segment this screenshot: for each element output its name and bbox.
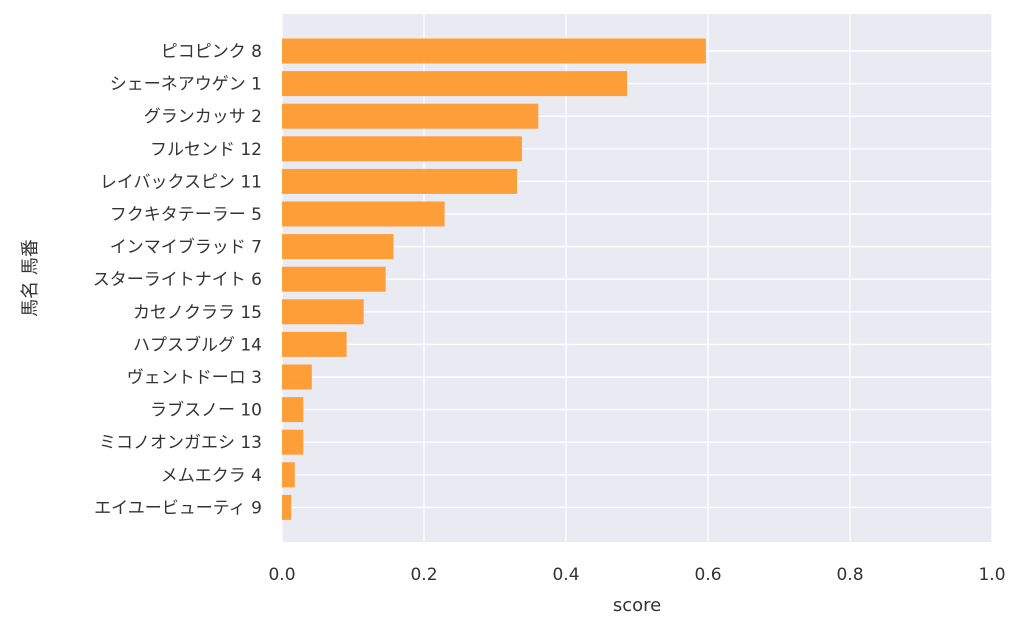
category-label: メムエクラ 4	[161, 466, 262, 486]
y-axis-title: 馬名 馬番	[20, 239, 41, 317]
bar	[282, 103, 539, 129]
x-tick-label: 0.4	[552, 565, 579, 585]
category-label: インマイブラッド 7	[110, 237, 262, 258]
bar	[282, 429, 304, 455]
bar	[282, 462, 295, 488]
bar	[282, 168, 518, 194]
bars	[282, 38, 706, 520]
category-label: エイユービューティ 9	[94, 498, 262, 518]
category-label: ピコピンク 8	[161, 42, 262, 62]
category-labels: ピコピンク 8 シェーネアウゲン 1 グランカッサ 2 フルセンド 12 レイバックスピ…	[93, 42, 262, 518]
x-tick-label: 1.0	[978, 565, 1005, 585]
category-label: カセノクララ 15	[133, 303, 262, 323]
x-tick-label: 0.2	[410, 565, 437, 585]
bar	[282, 71, 628, 97]
bar	[282, 299, 364, 325]
category-label: ミコノオンガエシ 13	[99, 433, 262, 453]
x-tick-label: 0.0	[268, 565, 295, 585]
category-label: ハプスブルグ 14	[133, 334, 262, 355]
x-tick-labels: 0.0 0.2 0.4 0.6 0.8 1.0	[268, 565, 1005, 585]
bar	[282, 234, 394, 260]
bar	[282, 201, 445, 227]
x-tick-label: 0.6	[694, 565, 721, 585]
category-label: グランカッサ 2	[144, 107, 262, 127]
bar	[282, 397, 304, 423]
category-label: ラブスノー 10	[150, 400, 262, 421]
bar	[282, 136, 522, 162]
bar	[282, 331, 347, 357]
bar	[282, 494, 292, 520]
bar	[282, 266, 386, 292]
category-label: シェーネアウゲン 1	[110, 75, 262, 95]
x-axis-title: score	[613, 595, 661, 616]
category-label: ヴェントドーロ 3	[127, 368, 262, 388]
bar	[282, 38, 706, 64]
category-label: レイバックスピン 11	[100, 172, 262, 192]
category-label: フクキタテーラー 5	[110, 205, 262, 225]
category-label: フルセンド 12	[150, 140, 262, 160]
bar	[282, 364, 312, 390]
category-label: スターライトナイト 6	[93, 270, 262, 290]
x-tick-label: 0.8	[836, 565, 863, 585]
plot-background	[282, 14, 992, 542]
